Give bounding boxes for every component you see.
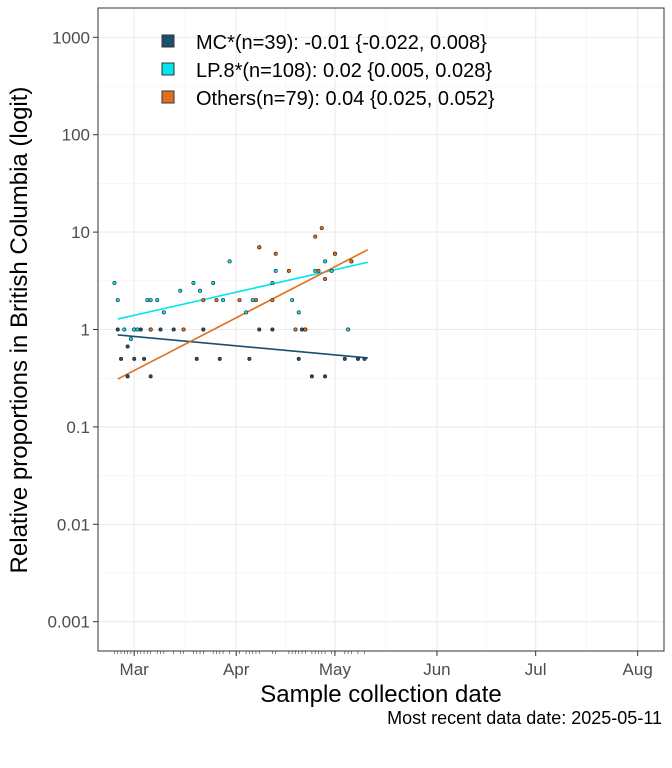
data-point-series-2: [313, 234, 318, 239]
data-point-series-0: [300, 327, 305, 332]
legend-key: [161, 90, 175, 104]
data-point-series-2: [293, 327, 298, 332]
data-point-series-0: [115, 327, 120, 332]
legend-label: LP.8*(n=108): 0.02 {0.005, 0.028}: [196, 60, 492, 82]
data-point-series-0: [309, 374, 314, 379]
y-tick-label: 10: [71, 223, 90, 242]
legend-key: [161, 62, 175, 76]
data-point-series-1: [313, 268, 318, 273]
data-point-series-0: [342, 356, 347, 361]
x-tick-label: Mar: [120, 660, 150, 679]
data-point-series-2: [257, 245, 262, 250]
data-point-series-0: [270, 327, 275, 332]
data-point-series-0: [125, 374, 130, 379]
x-tick-label: May: [319, 660, 352, 679]
data-points: [112, 226, 367, 379]
data-point-series-0: [138, 327, 143, 332]
legend: MC*(n=39): -0.01 {-0.022, 0.008} LP.8*(n=…: [161, 32, 495, 110]
data-point-series-1: [296, 310, 301, 315]
data-point-series-2: [214, 298, 219, 303]
data-point-series-1: [161, 310, 166, 315]
data-point-series-1: [148, 298, 153, 303]
y-tick-label: 100: [62, 126, 90, 145]
data-point-series-0: [201, 327, 206, 332]
axis-ticks: 0.001 0.01 0.1 1 10 100 1000 Mar Apr May Jun Jul Aug: [47, 28, 652, 679]
data-point-series-1: [346, 327, 351, 332]
data-point-series-0: [362, 356, 367, 361]
data-point-series-2: [332, 251, 337, 256]
y-tick-label: 0.01: [57, 515, 90, 534]
data-point-series-2: [201, 298, 206, 303]
data-point-series-1: [191, 281, 196, 286]
legend-label: MC*(n=39): -0.01 {-0.022, 0.008}: [196, 32, 487, 54]
data-point-series-1: [178, 288, 183, 293]
y-tick-label: 1: [81, 321, 90, 340]
x-tick-label: Aug: [623, 660, 653, 679]
data-point-series-1: [273, 268, 278, 273]
legend-label: Others(n=79): 0.04 {0.025, 0.052}: [196, 88, 495, 110]
data-point-series-2: [273, 251, 278, 256]
data-point-series-0: [194, 356, 199, 361]
data-point-series-0: [158, 327, 163, 332]
data-point-series-1: [112, 281, 117, 286]
legend-key: [161, 34, 175, 48]
data-point-series-1: [122, 327, 127, 332]
data-point-series-2: [148, 327, 153, 332]
data-point-series-1: [135, 327, 140, 332]
data-point-series-2: [303, 327, 308, 332]
data-point-series-0: [257, 327, 262, 332]
data-point-series-2: [253, 298, 258, 303]
x-tick-label: Jun: [423, 660, 450, 679]
data-point-series-1: [198, 288, 203, 293]
most-recent-data-date: Most recent data date: 2025-05-11: [387, 708, 662, 728]
y-tick-label: 0.1: [66, 418, 90, 437]
data-point-series-1: [290, 298, 295, 303]
x-axis-title: Sample collection date: [260, 681, 501, 708]
data-point-series-1: [145, 298, 150, 303]
data-point-series-2: [323, 276, 328, 281]
data-point-series-2: [319, 226, 324, 231]
data-point-series-0: [217, 356, 222, 361]
fit-line-series-2: [117, 248, 369, 380]
data-point-series-1: [270, 281, 275, 286]
y-tick-label: 1000: [52, 28, 90, 47]
data-point-series-1: [244, 310, 249, 315]
data-point-series-0: [148, 374, 153, 379]
fit-lines: [117, 248, 369, 380]
data-point-series-0: [247, 356, 252, 361]
data-point-series-2: [349, 259, 354, 264]
data-point-series-1: [250, 298, 255, 303]
data-point-series-0: [125, 344, 130, 349]
data-point-series-0: [132, 356, 137, 361]
data-point-series-2: [286, 268, 291, 273]
y-tick-label: 0.001: [47, 613, 90, 632]
data-point-series-2: [270, 298, 275, 303]
data-point-series-1: [132, 327, 137, 332]
data-point-series-0: [323, 374, 328, 379]
data-point-series-1: [211, 281, 216, 286]
fit-line-series-0: [117, 334, 368, 359]
data-point-series-0: [296, 356, 301, 361]
data-point-series-1: [227, 259, 232, 264]
data-point-series-2: [181, 327, 186, 332]
data-point-series-1: [221, 298, 226, 303]
data-point-series-1: [323, 259, 328, 264]
data-point-series-2: [237, 298, 242, 303]
data-point-series-0: [355, 356, 360, 361]
data-point-series-1: [155, 298, 160, 303]
y-axis-title: Relative proportions in British Columbia…: [6, 87, 33, 574]
data-point-series-0: [119, 356, 124, 361]
x-tick-label: Jul: [525, 660, 547, 679]
x-tick-label: Apr: [223, 660, 250, 679]
data-point-series-0: [142, 356, 147, 361]
data-point-series-0: [171, 327, 176, 332]
data-point-series-2: [316, 268, 321, 273]
data-point-series-1: [128, 336, 133, 341]
data-point-series-1: [329, 268, 334, 273]
grid-layer: [98, 8, 664, 651]
data-point-series-1: [115, 298, 120, 303]
